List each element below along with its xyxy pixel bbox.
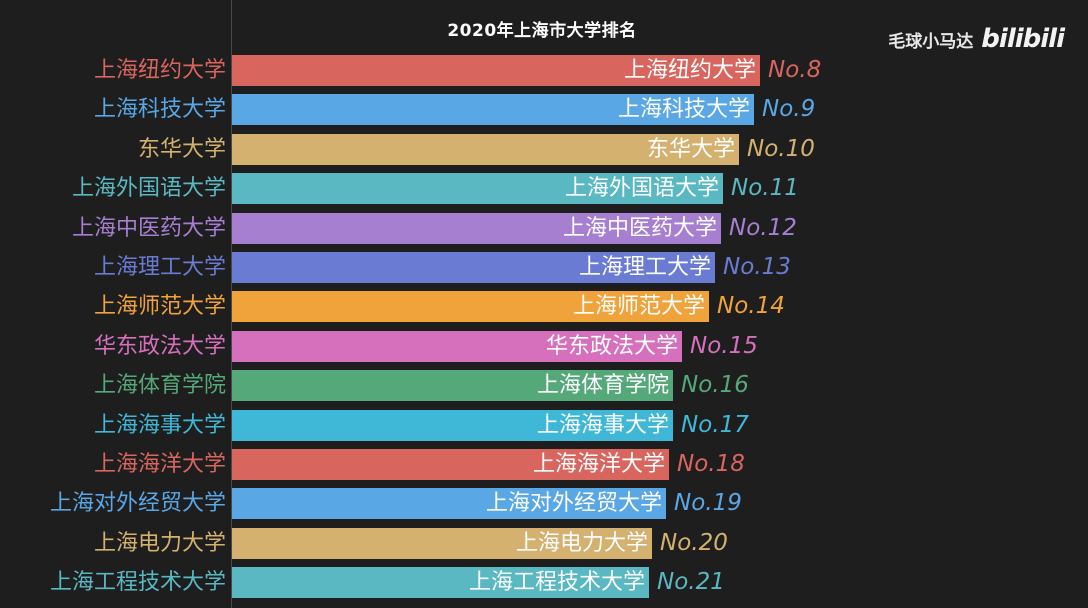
bar: 上海电力大学	[232, 528, 652, 559]
rank-label: No.8	[768, 57, 822, 83]
bar-row: 上海外国语大学 上海外国语大学 No.11	[0, 173, 1088, 204]
rank-label: No.14	[717, 293, 785, 319]
bar-row: 上海师范大学 上海师范大学 No.14	[0, 291, 1088, 322]
rank-label: No.17	[681, 412, 749, 438]
bar: 华东政法大学	[232, 331, 682, 362]
chart-title: 2020年上海市大学排名	[447, 21, 637, 41]
category-label: 上海纽约大学	[93, 58, 226, 83]
bar-row: 上海纽约大学 上海纽约大学 No.8	[0, 55, 1088, 86]
bar: 上海外国语大学	[232, 173, 723, 204]
bar-inner-label: 上海电力大学	[515, 531, 648, 556]
bar-row: 上海科技大学 上海科技大学 No.9	[0, 94, 1088, 125]
bar-inner-label: 上海外国语大学	[564, 176, 719, 201]
bilibili-logo: bilibili	[981, 24, 1065, 54]
category-label: 华东政法大学	[93, 334, 226, 359]
rank-label: No.19	[674, 490, 742, 516]
category-label: 上海中医药大学	[71, 216, 226, 241]
rank-label: No.20	[660, 530, 728, 556]
watermark-author: 毛球小马达	[888, 31, 974, 52]
category-label: 东华大学	[137, 137, 226, 162]
bar-inner-label: 华东政法大学	[545, 334, 678, 359]
bar: 上海工程技术大学	[232, 567, 649, 598]
bar-inner-label: 上海工程技术大学	[468, 570, 645, 595]
bar: 上海纽约大学	[232, 55, 760, 86]
bar-inner-label: 上海师范大学	[572, 294, 705, 319]
category-label: 上海外国语大学	[71, 176, 226, 201]
bar: 上海理工大学	[232, 252, 715, 283]
y-axis-line	[231, 0, 232, 608]
category-label: 上海海洋大学	[93, 452, 226, 477]
rank-label: No.21	[657, 569, 725, 595]
category-label: 上海海事大学	[93, 413, 226, 438]
bar-row: 上海体育学院 上海体育学院 No.16	[0, 370, 1088, 401]
category-label: 上海体育学院	[93, 373, 226, 398]
bar: 上海对外经贸大学	[232, 488, 666, 519]
bar: 东华大学	[232, 134, 739, 165]
bar-inner-label: 上海科技大学	[617, 97, 750, 122]
bar-row: 上海工程技术大学 上海工程技术大学 No.21	[0, 567, 1088, 598]
category-label: 上海对外经贸大学	[49, 491, 226, 516]
bar: 上海海洋大学	[232, 449, 669, 480]
category-label: 上海科技大学	[93, 97, 226, 122]
bar-inner-label: 上海对外经贸大学	[485, 491, 662, 516]
category-label: 上海工程技术大学	[49, 570, 226, 595]
bar-inner-label: 上海海洋大学	[532, 452, 665, 477]
category-label: 上海师范大学	[93, 294, 226, 319]
bar-row: 上海对外经贸大学 上海对外经贸大学 No.19	[0, 488, 1088, 519]
bar-row: 华东政法大学 华东政法大学 No.15	[0, 331, 1088, 362]
bar-row: 上海海洋大学 上海海洋大学 No.18	[0, 449, 1088, 480]
rank-label: No.10	[747, 136, 815, 162]
bar-row: 上海中医药大学 上海中医药大学 No.12	[0, 213, 1088, 244]
rank-label: No.15	[690, 333, 758, 359]
bar-row: 上海海事大学 上海海事大学 No.17	[0, 410, 1088, 441]
bar-inner-label: 上海海事大学	[536, 413, 669, 438]
bar-row: 东华大学 东华大学 No.10	[0, 134, 1088, 165]
bar: 上海体育学院	[232, 370, 673, 401]
bar-row: 上海理工大学 上海理工大学 No.13	[0, 252, 1088, 283]
watermark: 毛球小马达 bilibili	[888, 22, 1065, 56]
bar-inner-label: 上海中医药大学	[562, 216, 717, 241]
bar-inner-label: 上海体育学院	[536, 373, 669, 398]
bar-inner-label: 上海理工大学	[578, 255, 711, 280]
rank-label: No.18	[677, 451, 745, 477]
bar: 上海中医药大学	[232, 213, 721, 244]
rank-label: No.9	[762, 96, 816, 122]
bar-row: 上海电力大学 上海电力大学 No.20	[0, 528, 1088, 559]
bar: 上海师范大学	[232, 291, 709, 322]
bar: 上海科技大学	[232, 94, 754, 125]
rank-label: No.11	[731, 175, 799, 201]
rank-label: No.13	[723, 254, 791, 280]
category-label: 上海电力大学	[93, 531, 226, 556]
category-label: 上海理工大学	[93, 255, 226, 280]
bar-inner-label: 东华大学	[646, 137, 735, 162]
bar: 上海海事大学	[232, 410, 673, 441]
rank-label: No.12	[729, 215, 797, 241]
rank-label: No.16	[681, 372, 749, 398]
bar-inner-label: 上海纽约大学	[623, 58, 756, 83]
